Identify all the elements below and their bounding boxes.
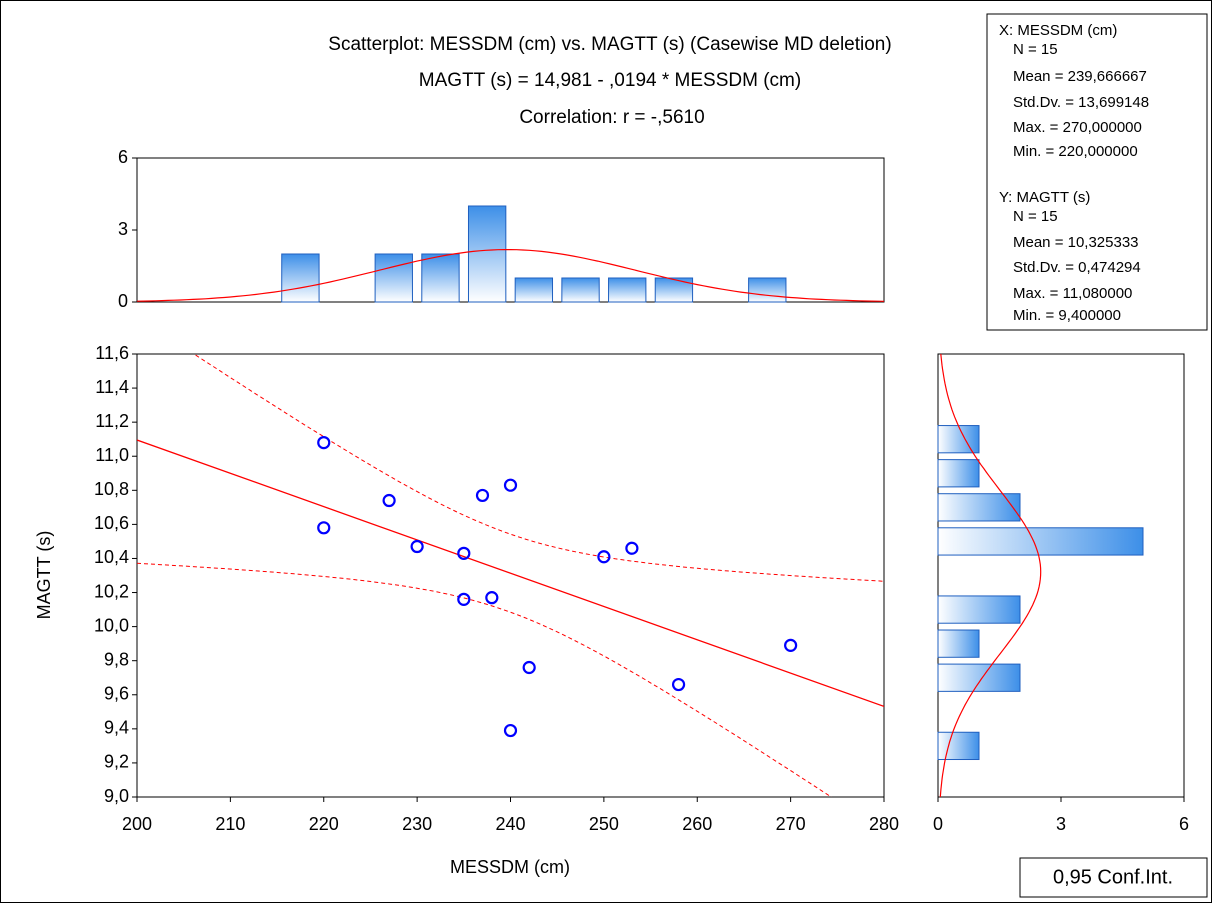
stats-line: Min. = 9,400000: [1013, 307, 1121, 324]
y-tick-label: 11,2: [95, 411, 129, 431]
chart-subtitle: MAGTT (s) = 14,981 - ,0194 * MESSDM (cm): [419, 70, 801, 91]
x-axis-label: MESSDM (cm): [450, 857, 570, 877]
x-tick-label: 6: [1179, 814, 1189, 834]
fit-group: [137, 354, 884, 797]
data-point: [522, 660, 536, 675]
y-tick-label: 0: [118, 291, 128, 311]
data-point: [597, 550, 611, 564]
stats-line: Mean = 239,666667: [1013, 68, 1147, 85]
stats-header: X: MESSDM (cm): [999, 22, 1117, 39]
histogram-bar: [937, 663, 1021, 692]
data-point: [457, 546, 471, 560]
histogram-bar: [561, 277, 600, 303]
x-tick-label: 260: [682, 814, 712, 834]
data-point: [475, 488, 490, 503]
regression-line: [137, 439, 884, 707]
x-tick-label: 3: [1056, 814, 1066, 834]
y-tick-label: 9,8: [104, 649, 129, 669]
y-axis-label: MAGTT (s): [34, 531, 54, 620]
data-point: [485, 591, 499, 605]
y-tick-label: 6: [118, 147, 128, 167]
histogram-bar: [937, 493, 1021, 522]
stats-line: Std.Dv. = 13,699148: [1013, 94, 1149, 111]
confidence-band: [193, 354, 884, 582]
histogram-bar: [608, 277, 647, 303]
data-point: [625, 541, 639, 555]
histogram-bar: [937, 527, 1144, 556]
stats-line: Max. = 270,000000: [1013, 119, 1142, 136]
data-point: [784, 638, 798, 652]
data-point: [503, 723, 518, 738]
y-tick-label: 11,4: [95, 377, 129, 397]
histogram-bar: [654, 277, 694, 303]
x-tick-label: 250: [589, 814, 619, 834]
data-point: [382, 493, 396, 508]
y-tick-label: 9,4: [104, 718, 129, 738]
x-tick-label: 240: [495, 814, 525, 834]
correlation-annotation: Correlation: r = -,5610: [519, 107, 704, 128]
y-tick-label: 9,6: [104, 684, 129, 704]
y-tick-label: 10,0: [94, 615, 129, 635]
chart-title: Scatterplot: MESSDM (cm) vs. MAGTT (s) (…: [328, 34, 891, 55]
x-tick-label: 280: [869, 814, 899, 834]
data-point: [503, 478, 518, 492]
y-tick-label: 10,8: [94, 479, 129, 499]
legend-label: 0,95 Conf.Int.: [1053, 866, 1173, 888]
x-tick-label: 270: [776, 814, 806, 834]
x-tick-label: 0: [933, 814, 943, 834]
data-point: [457, 592, 471, 606]
y-tick-label: 3: [118, 219, 128, 239]
x-tick-label: 200: [122, 814, 152, 834]
normal-curve: [136, 249, 885, 302]
histogram-bar: [937, 425, 980, 454]
stats-line: Min. = 220,000000: [1013, 143, 1138, 160]
y-tick-label: 9,2: [104, 752, 129, 772]
x-tick-label: 220: [309, 814, 339, 834]
data-point: [671, 677, 686, 692]
histogram-bar: [281, 253, 320, 303]
y-tick-label: 10,6: [94, 513, 129, 533]
histogram-bar: [514, 277, 554, 303]
histogram-bar: [937, 595, 1021, 624]
data-point: [317, 521, 331, 535]
stats-line: Std.Dv. = 0,474294: [1013, 259, 1141, 276]
stats-line: Mean = 10,325333: [1013, 234, 1139, 251]
stats-header: Y: MAGTT (s): [999, 189, 1090, 206]
y-tick-label: 10,2: [94, 581, 129, 601]
histogram-bar: [467, 205, 507, 303]
stats-box: [986, 13, 1208, 331]
histogram-bar: [937, 731, 980, 761]
legend-box: [1019, 857, 1208, 898]
histogram-bar: [374, 253, 413, 303]
data-point: [317, 436, 331, 450]
normal-curve: [939, 353, 1042, 798]
y-tick-label: 11,0: [95, 445, 129, 465]
histogram-bar: [937, 459, 980, 488]
y-tick-label: 11,6: [95, 343, 129, 363]
histogram-bar: [421, 253, 460, 303]
y-tick-label: 10,4: [94, 547, 129, 567]
histogram-bar: [748, 277, 787, 303]
stats-line: Max. = 11,080000: [1013, 285, 1132, 302]
y-tick-label: 9,0: [104, 786, 129, 806]
histogram-bar: [937, 629, 980, 658]
data-point: [410, 539, 424, 554]
stats-line: N = 15: [1013, 208, 1058, 225]
x-tick-label: 210: [215, 814, 245, 834]
x-tick-label: 230: [402, 814, 432, 834]
stats-line: N = 15: [1013, 41, 1058, 58]
